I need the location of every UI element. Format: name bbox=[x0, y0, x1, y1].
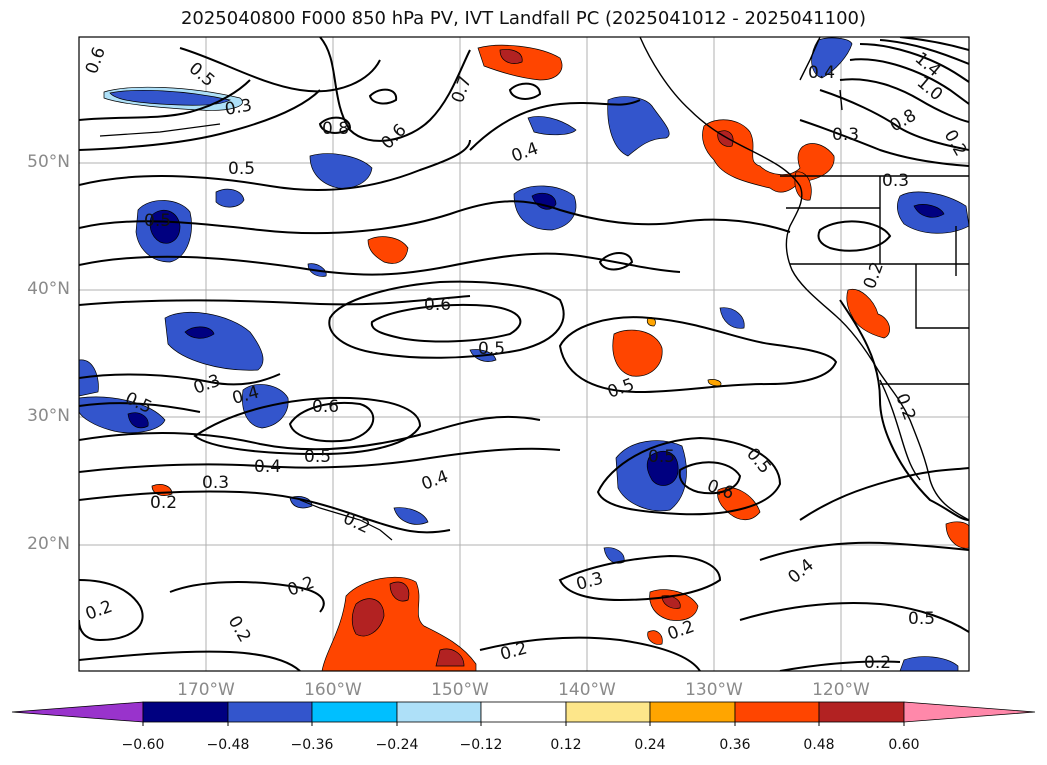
pos-blob bbox=[846, 288, 891, 339]
lat-label: 40°N bbox=[27, 279, 70, 299]
neg-blob bbox=[811, 37, 853, 79]
colorbar-segment bbox=[818, 701, 905, 723]
neg-blob bbox=[215, 188, 245, 208]
neg-blob bbox=[527, 116, 577, 136]
contour-label: 0.3 bbox=[223, 96, 253, 120]
colorbar-segment bbox=[142, 701, 229, 723]
contour-label: 0.5 bbox=[478, 339, 505, 359]
colorbar-tick-label: 0.48 bbox=[803, 737, 835, 753]
neg-blob bbox=[899, 656, 959, 671]
contour-label: 0.5 bbox=[144, 211, 171, 231]
positive-anomaly-regions bbox=[151, 44, 969, 671]
map-title: 2025040800 F000 850 hPa PV, IVT Landfall… bbox=[180, 8, 867, 29]
pos-blob bbox=[945, 521, 969, 549]
colorbar-segment bbox=[396, 701, 482, 723]
pos-blob bbox=[351, 598, 385, 637]
colorbar-extend-right bbox=[903, 701, 1036, 723]
pos-blob bbox=[794, 171, 812, 201]
contour-label: 0.4 bbox=[254, 457, 281, 477]
contour-label: 0.3 bbox=[202, 473, 229, 493]
lon-label: 160°W bbox=[304, 680, 362, 700]
colorbar-segment bbox=[480, 701, 567, 723]
pos-blob bbox=[389, 581, 410, 602]
neg-blob bbox=[127, 412, 149, 429]
neg-blob bbox=[149, 209, 181, 244]
colorbar-segment bbox=[734, 701, 820, 723]
neg-blob bbox=[531, 192, 557, 210]
islands bbox=[99, 123, 393, 541]
lat-label: 30°N bbox=[27, 406, 70, 426]
colorbar-ticks bbox=[142, 722, 905, 726]
negative-anomaly-regions bbox=[79, 37, 969, 671]
neg-blob bbox=[109, 90, 231, 106]
contour-label: 0.6 bbox=[424, 295, 451, 315]
colorbar-tick-label: −0.48 bbox=[206, 737, 250, 753]
colorbar-tick-label: −0.36 bbox=[290, 737, 334, 753]
colorbar-segment bbox=[227, 701, 313, 723]
contour-label: 0.3 bbox=[882, 171, 909, 191]
map-area: 0.6 0.5 0.7 0.8 0.6 0.4 1.4 1.0 0.8 0.4 … bbox=[79, 37, 969, 673]
colorbar-tick-label: 0.24 bbox=[634, 737, 666, 753]
pos-blob bbox=[499, 49, 523, 64]
pos-blob bbox=[367, 236, 409, 264]
neg-blob bbox=[309, 153, 373, 189]
neg-blob bbox=[719, 307, 745, 329]
contour-label: 0.2 bbox=[864, 653, 891, 673]
contour-label: 0.5 bbox=[304, 447, 331, 467]
pv-contours bbox=[79, 37, 969, 671]
contour-label: 0.8 bbox=[322, 119, 349, 139]
contour-label: 0.6 bbox=[312, 397, 339, 417]
colorbar-tick-label: 0.36 bbox=[719, 737, 751, 753]
neg-blob bbox=[164, 311, 264, 371]
colorbar-segment bbox=[649, 701, 736, 723]
lat-label: 20°N bbox=[27, 534, 70, 554]
colorbar-tick-label: −0.60 bbox=[121, 737, 165, 753]
neg-blob bbox=[184, 326, 215, 339]
contour-label: 0.3 bbox=[832, 125, 859, 145]
pos-blob bbox=[435, 648, 465, 667]
neg-blob bbox=[603, 547, 625, 564]
pos-blob bbox=[612, 329, 663, 377]
contour-label: 0.4 bbox=[808, 63, 835, 83]
colorbar-tick-label: 0.60 bbox=[888, 737, 920, 753]
contour-label: 0.2 bbox=[150, 493, 177, 513]
contour-label: 0.5 bbox=[228, 159, 255, 179]
colorbar-tick-label: 0.12 bbox=[550, 737, 582, 753]
lon-label: 120°W bbox=[812, 680, 870, 700]
lon-label: 170°W bbox=[177, 680, 235, 700]
neg-blob bbox=[913, 204, 945, 218]
map-frame bbox=[78, 36, 970, 672]
lat-label: 50°N bbox=[27, 152, 70, 172]
colorbar-extend-left bbox=[11, 701, 144, 723]
coastlines bbox=[639, 37, 969, 521]
neg-blob bbox=[646, 451, 679, 486]
lon-label: 130°W bbox=[685, 680, 743, 700]
colorbar-segment bbox=[565, 701, 651, 723]
colorbar-tick-label: −0.12 bbox=[459, 737, 503, 753]
colorbar-segment bbox=[311, 701, 398, 723]
lon-label: 140°W bbox=[558, 680, 616, 700]
neg-blob bbox=[393, 507, 429, 525]
pos-blob bbox=[647, 630, 663, 645]
lon-label: 150°W bbox=[431, 680, 489, 700]
contour-label: 0.5 bbox=[648, 447, 675, 467]
contour-label: 0.5 bbox=[908, 609, 935, 629]
neg-blob bbox=[607, 96, 670, 157]
colorbar-tick-label: −0.24 bbox=[375, 737, 419, 753]
colorbar bbox=[11, 701, 1036, 726]
